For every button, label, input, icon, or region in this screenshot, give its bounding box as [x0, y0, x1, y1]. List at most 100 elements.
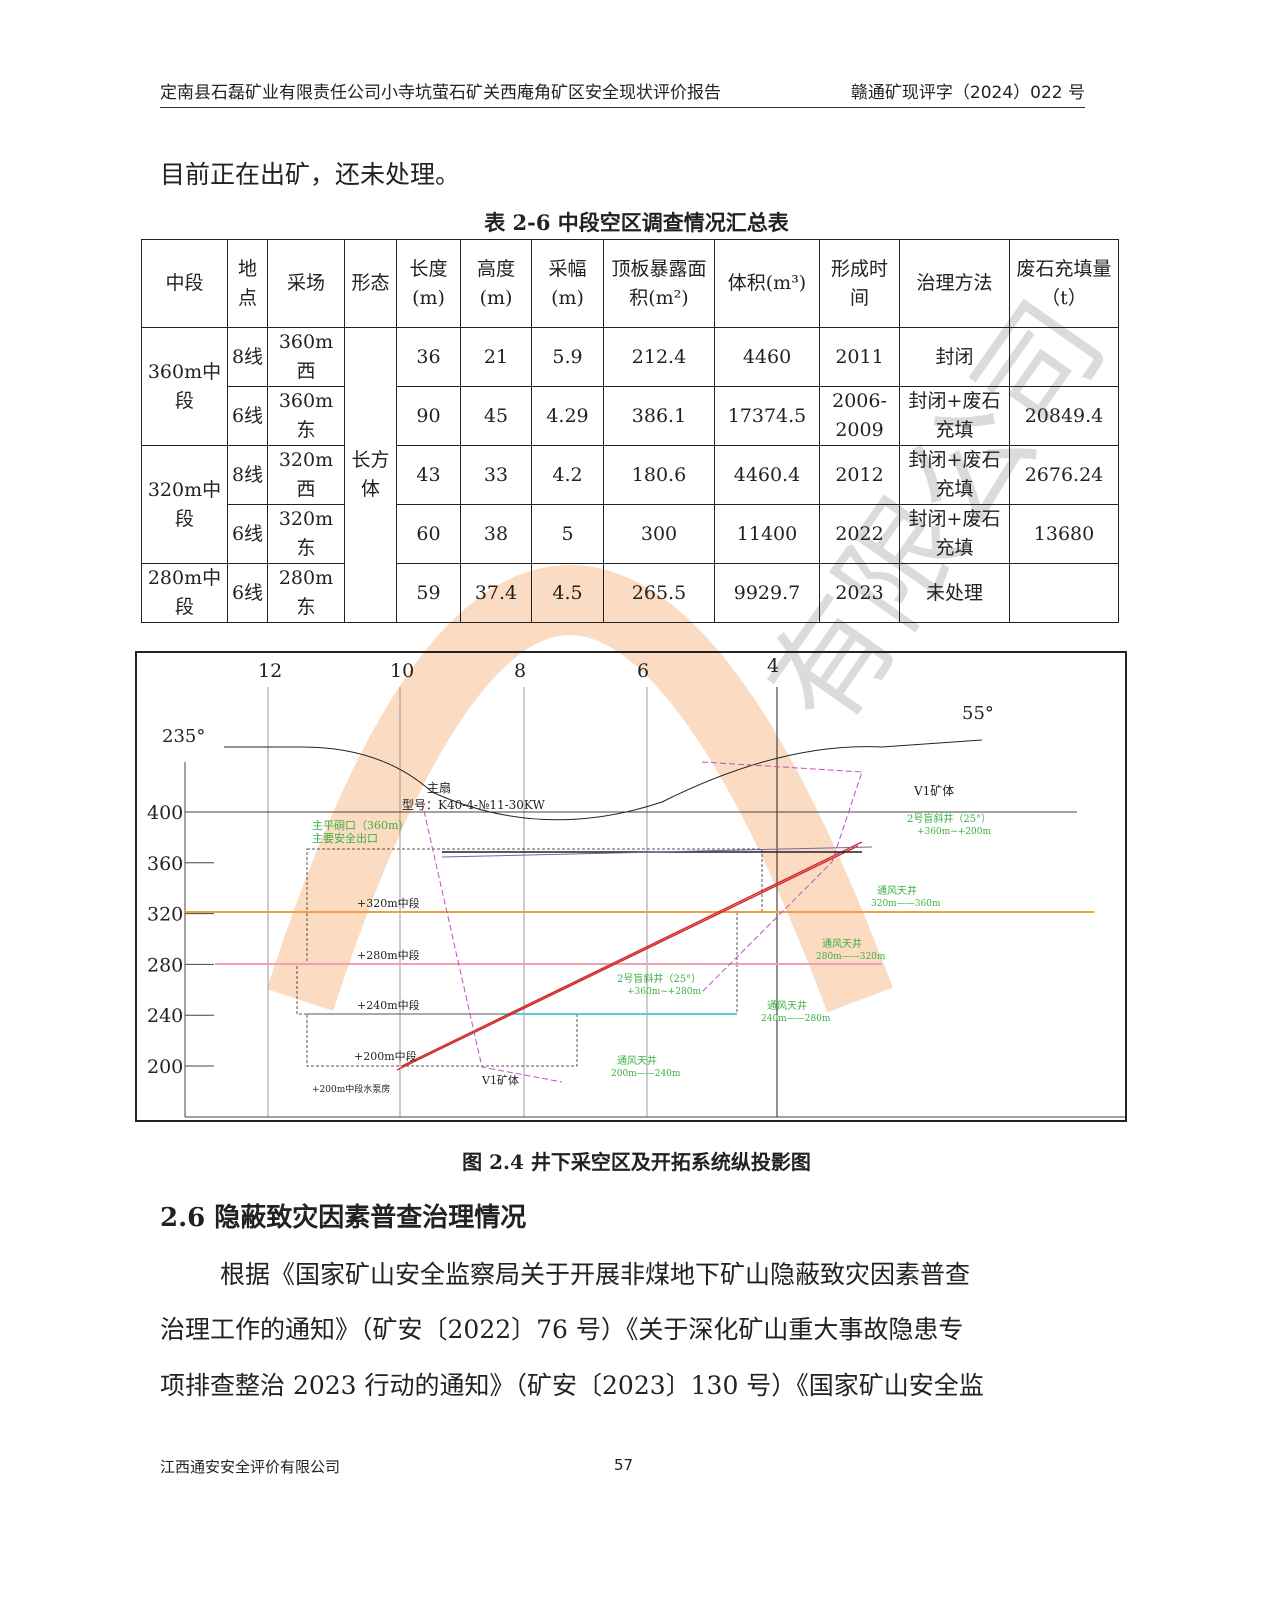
vent-raise-label: 通风天井	[617, 1054, 657, 1067]
cell-area: 265.5	[603, 563, 715, 623]
header-title: 定南县石磊矿业有限责任公司小寺坑萤石矿关西庵角矿区安全现状评价报告	[160, 83, 721, 103]
column-header: 地点	[227, 239, 268, 328]
level-label: +240m中段	[357, 998, 420, 1012]
cell-h: 33	[460, 445, 532, 505]
cell-fill	[1009, 563, 1119, 623]
body-line-1: 根据《国家矿山安全监察局关于开展非煤地下矿山隐蔽致灾因素普查	[220, 1260, 971, 1289]
table-row: 320m中段 8线 320m西 43 33 4.2 180.6 4460.4 2012 封闭+废石…	[141, 445, 1119, 564]
column-header: 采幅(m)	[531, 239, 604, 328]
level-label: +280m中段	[357, 948, 420, 962]
safety-exit-label: 主要安全出口	[312, 831, 378, 845]
cell-stope: 360m东	[267, 386, 345, 446]
cell-w: 4.5	[531, 563, 604, 623]
exploration-line-label: 12	[258, 660, 282, 682]
cell-location: 6线	[227, 563, 268, 623]
ore-body-label: V1矿体	[481, 1073, 519, 1087]
level-label: +320m中段	[357, 896, 420, 910]
cell-location: 6线	[227, 386, 268, 446]
elevation-label: 280	[147, 954, 183, 976]
cell-vol: 9929.7	[714, 563, 820, 623]
cell-level: 320m中段	[141, 445, 228, 564]
exploration-line-label: 6	[637, 660, 649, 682]
cell-h: 21	[460, 327, 532, 387]
vent-raise-range: 320m——360m	[871, 899, 941, 909]
cell-location: 6线	[227, 504, 268, 564]
cell-stope: 320m东	[267, 504, 345, 564]
header-doc-number: 赣通矿现评字（2024）022 号	[850, 83, 1085, 103]
cell-len: 59	[396, 563, 461, 623]
cell-h: 37.4	[460, 563, 532, 623]
column-header: 体积(m³)	[714, 239, 820, 328]
cell-method: 封闭+废石充填	[899, 386, 1010, 446]
cell-area: 300	[603, 504, 715, 564]
figure-caption: 图 2.4 井下采空区及开拓系统纵投影图	[462, 1150, 811, 1174]
exploration-line-label: 10	[390, 660, 414, 682]
cell-w: 5.9	[531, 327, 604, 387]
goaf-summary-table: 中段 地点 采场 形态 长度(m) 高度(m) 采幅(m) 顶板暴露面积(m²) 体积(m³) 形…	[141, 239, 1119, 623]
cell-stope: 280m东	[267, 563, 345, 623]
ore-body-label: V1矿体	[913, 784, 954, 798]
elevation-label: 360	[147, 853, 183, 875]
fan-label: 主扇	[427, 780, 451, 795]
column-header: 长度(m)	[396, 239, 461, 328]
table-row: 6线 320m东 60 38 5 300 11400 2022 封闭+废石充填 13680	[142, 504, 1119, 564]
cell-location: 8线	[227, 445, 268, 505]
cell-fill	[1009, 327, 1119, 387]
cell-method: 封闭+废石充填	[899, 504, 1010, 564]
azimuth-right: 55°	[962, 703, 994, 724]
column-header: 采场	[267, 239, 345, 328]
level-label: +200m中段	[354, 1049, 417, 1063]
cell-len: 90	[396, 386, 461, 446]
elevation-label: 200	[147, 1056, 183, 1078]
incline-label: 2号盲斜井（25°）	[907, 812, 991, 825]
main-adit-label: 主平硐口（360m）	[312, 819, 409, 832]
cell-location: 8线	[227, 327, 268, 387]
table-caption: 表 2-6 中段空区调查情况汇总表	[484, 210, 789, 235]
cell-fill: 20849.4	[1009, 386, 1119, 446]
cell-area: 180.6	[603, 445, 715, 505]
cell-area: 212.4	[603, 327, 715, 387]
cell-stope: 360m西	[267, 327, 345, 387]
cell-shape: 长方体	[344, 327, 397, 623]
cell-len: 43	[396, 445, 461, 505]
cell-time: 2023	[819, 563, 900, 623]
cell-w: 5	[531, 504, 604, 564]
cell-stope: 320m西	[267, 445, 345, 505]
column-header: 形态	[344, 239, 397, 328]
cell-method: 未处理	[899, 563, 1010, 623]
exploration-line-label: 4	[767, 655, 779, 677]
intro-text: 目前正在出矿，还未处理。	[160, 160, 461, 189]
column-header: 形成时间	[819, 239, 900, 328]
cell-method: 封闭	[899, 327, 1010, 387]
page-number: 57	[614, 1456, 634, 1474]
vent-raise-label: 通风天井	[877, 884, 917, 897]
vent-raise-label: 通风天井	[767, 999, 807, 1012]
cell-h: 38	[460, 504, 532, 564]
cell-vol: 11400	[714, 504, 820, 564]
table-row: 6线 360m东 90 45 4.29 386.1 17374.5 2006-2009 封闭+废…	[142, 386, 1119, 446]
cell-vol: 4460	[714, 327, 820, 387]
table-row: 360m中段 8线 360m西 长方体 36 21 5.9 212.4 4460 2011 封闭	[141, 327, 1119, 623]
cell-level: 360m中段	[141, 327, 228, 446]
cell-method: 封闭+废石充填	[899, 445, 1010, 505]
cell-level: 280m中段	[141, 563, 228, 623]
cell-time: 2006-2009	[819, 386, 900, 446]
column-header: 高度(m)	[460, 239, 532, 328]
elevation-label: 240	[147, 1005, 183, 1027]
azimuth-left: 235°	[162, 726, 205, 747]
vent-raise-range: 280m——320m	[816, 952, 886, 962]
pump-house-label: +200m中段水泵房	[312, 1083, 390, 1095]
cell-fill: 13680	[1009, 504, 1119, 564]
fan-model-label: 型号：K40-4-№11-30KW	[402, 798, 545, 812]
elevation-label: 400	[147, 802, 183, 824]
cell-vol: 4460.4	[714, 445, 820, 505]
cell-time: 2012	[819, 445, 900, 505]
column-header: 废石充填量（t）	[1009, 239, 1119, 328]
cell-fill: 2676.24	[1009, 445, 1119, 505]
cell-time: 2011	[819, 327, 900, 387]
incline-range: +360m~+200m	[917, 827, 992, 837]
vent-raise-range: 240m——280m	[761, 1014, 831, 1024]
incline-range: +360m~+280m	[627, 987, 702, 997]
cell-vol: 17374.5	[714, 386, 820, 446]
